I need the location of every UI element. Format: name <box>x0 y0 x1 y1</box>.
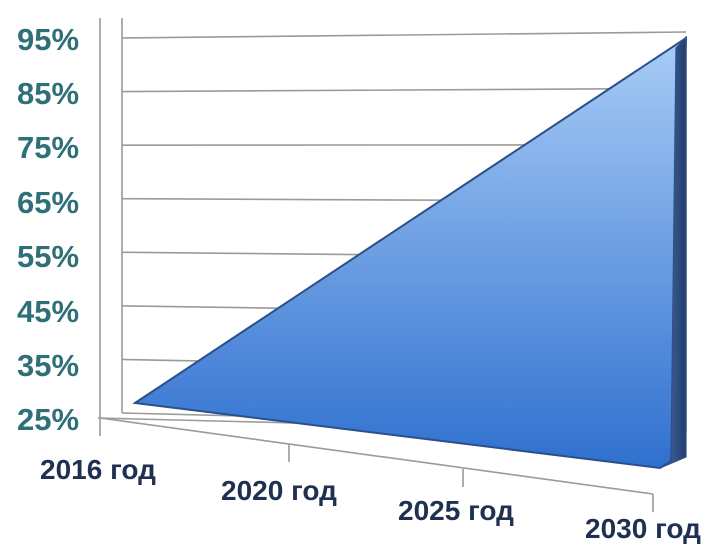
y-tick-label: 85% <box>17 76 79 111</box>
y-tick-label: 25% <box>17 402 79 437</box>
category-axis-line <box>99 417 654 495</box>
y-tick-label: 75% <box>17 130 79 165</box>
area-layer <box>132 36 688 470</box>
x-tick-label: 2025 год <box>398 495 514 526</box>
x-tick-label: 2030 год <box>585 513 701 544</box>
label-layer: 25% 35% 45% 55% 65% 75% 85% 95% 2016 год 2020 год… <box>17 22 701 544</box>
y-tick-label: 55% <box>17 239 79 274</box>
x-tick-label: 2020 год <box>221 475 337 506</box>
area-side-face <box>659 36 687 469</box>
y-tick-label: 45% <box>17 294 79 329</box>
gridline <box>121 87 687 93</box>
gridline <box>121 31 687 39</box>
y-tick-label: 95% <box>17 22 79 57</box>
y-tick-label: 65% <box>17 185 79 220</box>
x-tick-label: 2016 год <box>40 454 156 485</box>
y-tick-label: 35% <box>17 348 79 383</box>
